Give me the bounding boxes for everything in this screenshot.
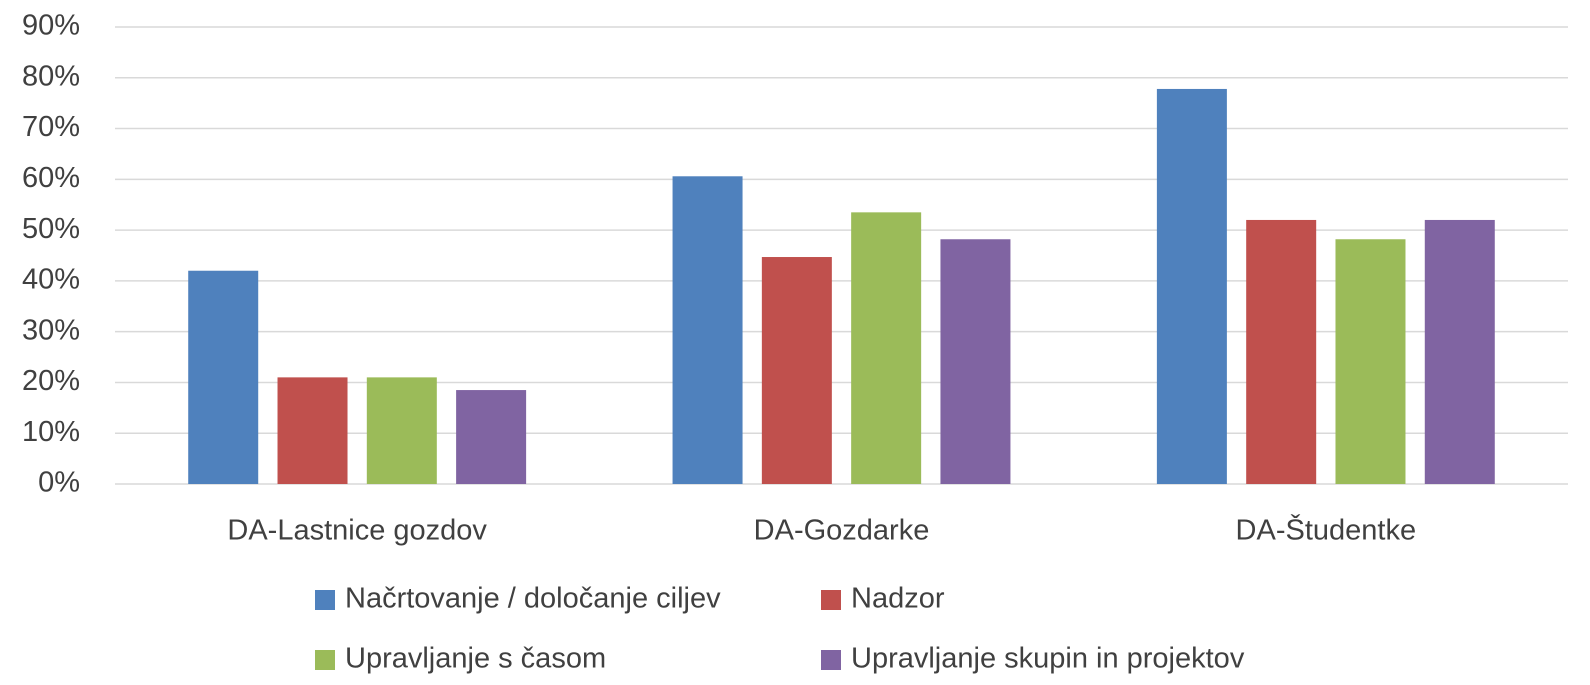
y-tick-label: 70% (22, 111, 80, 143)
legend-swatch (821, 590, 841, 610)
legend-swatch (315, 590, 335, 610)
bar (851, 212, 922, 485)
x-tick-label: DA-Lastnice gozdov (227, 515, 487, 547)
bar (366, 377, 437, 484)
bar (672, 176, 743, 484)
legend-swatch (315, 650, 335, 670)
y-tick-label: 20% (22, 365, 80, 397)
y-tick-label: 50% (22, 213, 80, 245)
y-tick-label: 0% (38, 467, 80, 499)
bar (188, 270, 259, 484)
y-tick-label: 60% (22, 162, 80, 194)
bar (456, 390, 527, 484)
legend-label: Upravljanje s časom (345, 643, 606, 675)
x-tick-label: DA-Študentke (1236, 513, 1417, 547)
bar (940, 239, 1011, 484)
y-tick-label: 80% (22, 60, 80, 92)
y-tick-label: 40% (22, 264, 80, 296)
legend-label: Nadzor (851, 583, 945, 615)
y-tick-label: 30% (22, 314, 80, 346)
legend-label: Upravljanje skupin in projektov (851, 643, 1245, 675)
legend-swatch (821, 650, 841, 670)
bar (1246, 219, 1317, 484)
bar (1424, 219, 1495, 484)
y-tick-label: 90% (22, 10, 80, 42)
bar (1156, 88, 1227, 485)
y-tick-label: 10% (22, 416, 80, 448)
x-tick-label: DA-Gozdarke (754, 515, 930, 547)
bar (277, 377, 348, 484)
legend-label: Načrtovanje / določanje ciljev (345, 583, 721, 615)
bar (1335, 239, 1406, 484)
bar (761, 257, 832, 484)
